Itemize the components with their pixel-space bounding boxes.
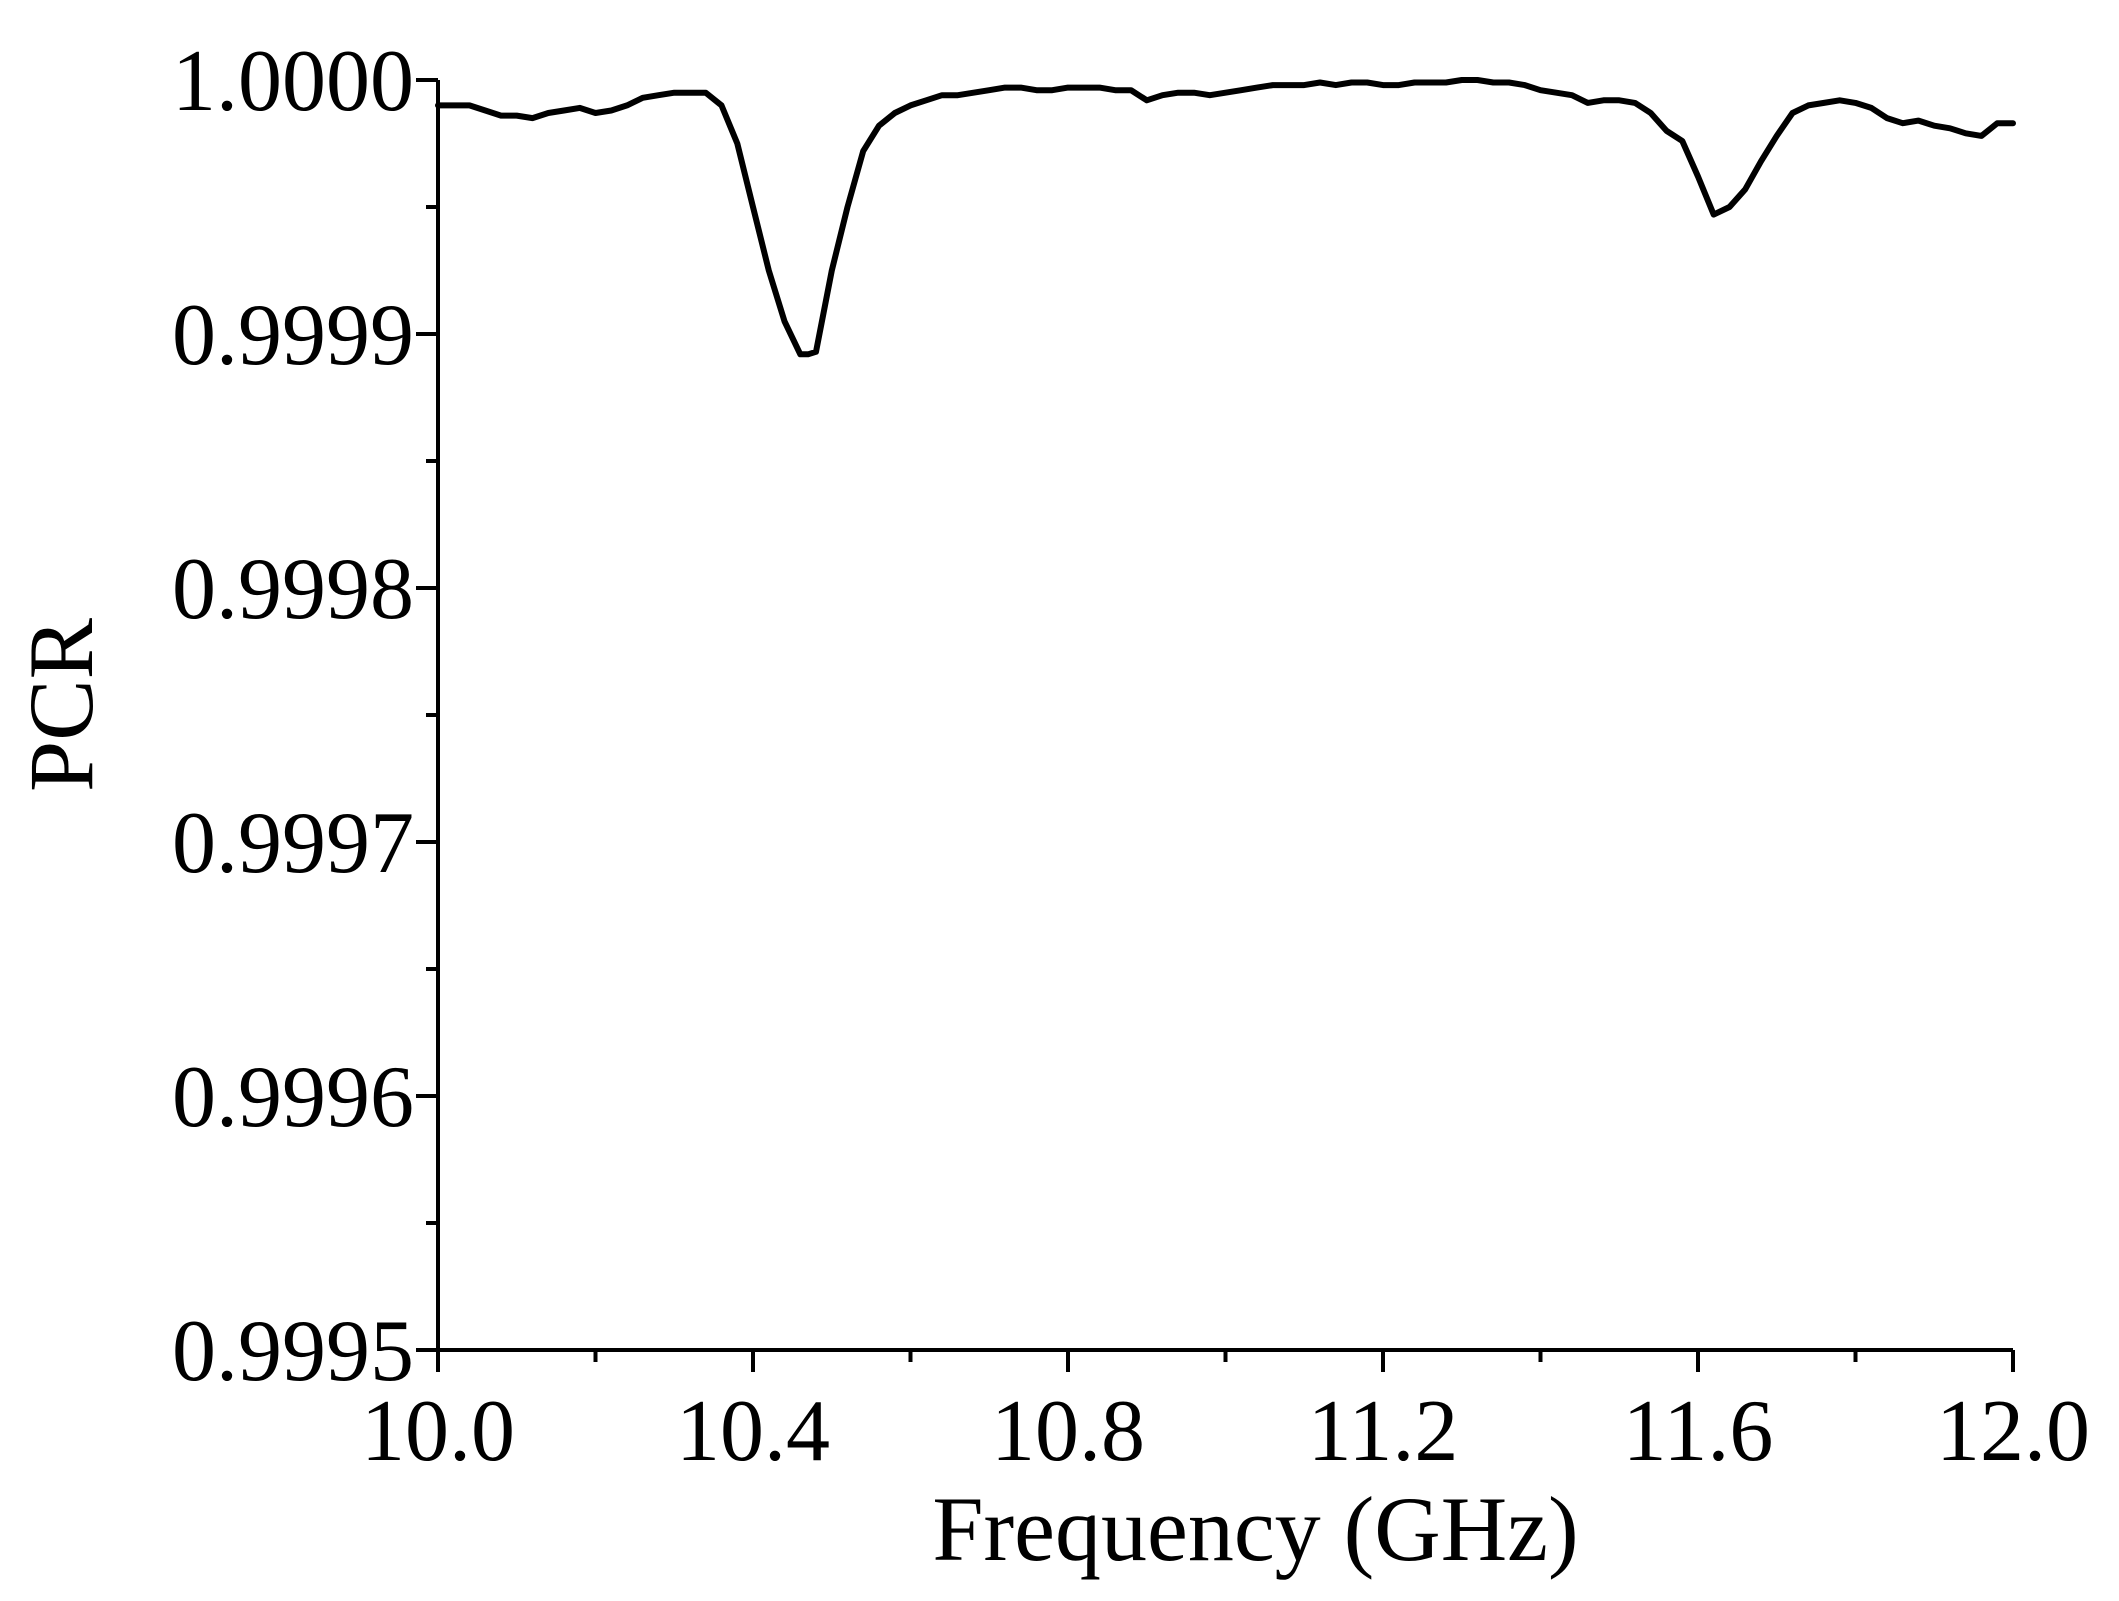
- series-layer: [435, 77, 2016, 358]
- axis-ticks: 10.0 10.4 10.8 11.2 11.6 12.0 0.9995 0.9996 0.99…: [172, 33, 2090, 1480]
- y-tick-label: 1.0000: [172, 33, 414, 130]
- x-tick-label: 11.6: [1623, 1383, 1774, 1480]
- x-axis-title: Frequency (GHz): [932, 1478, 1578, 1580]
- x-tick-label: 11.2: [1308, 1383, 1459, 1480]
- x-tick-label: 10.4: [676, 1383, 830, 1480]
- y-tick-label: 0.9999: [172, 287, 414, 384]
- y-axis-title: PCR: [10, 617, 112, 792]
- y-tick-label: 0.9998: [172, 541, 414, 638]
- y-tick-label: 0.9997: [172, 795, 414, 892]
- series-line-0: [435, 77, 2016, 358]
- y-tick-label: 0.9995: [172, 1303, 414, 1400]
- axes: [436, 80, 2013, 1352]
- x-tick-label: 10.0: [361, 1383, 515, 1480]
- x-tick-label: 12.0: [1936, 1383, 2090, 1480]
- x-tick-label: 10.8: [991, 1383, 1145, 1480]
- y-tick-label: 0.9996: [172, 1049, 414, 1146]
